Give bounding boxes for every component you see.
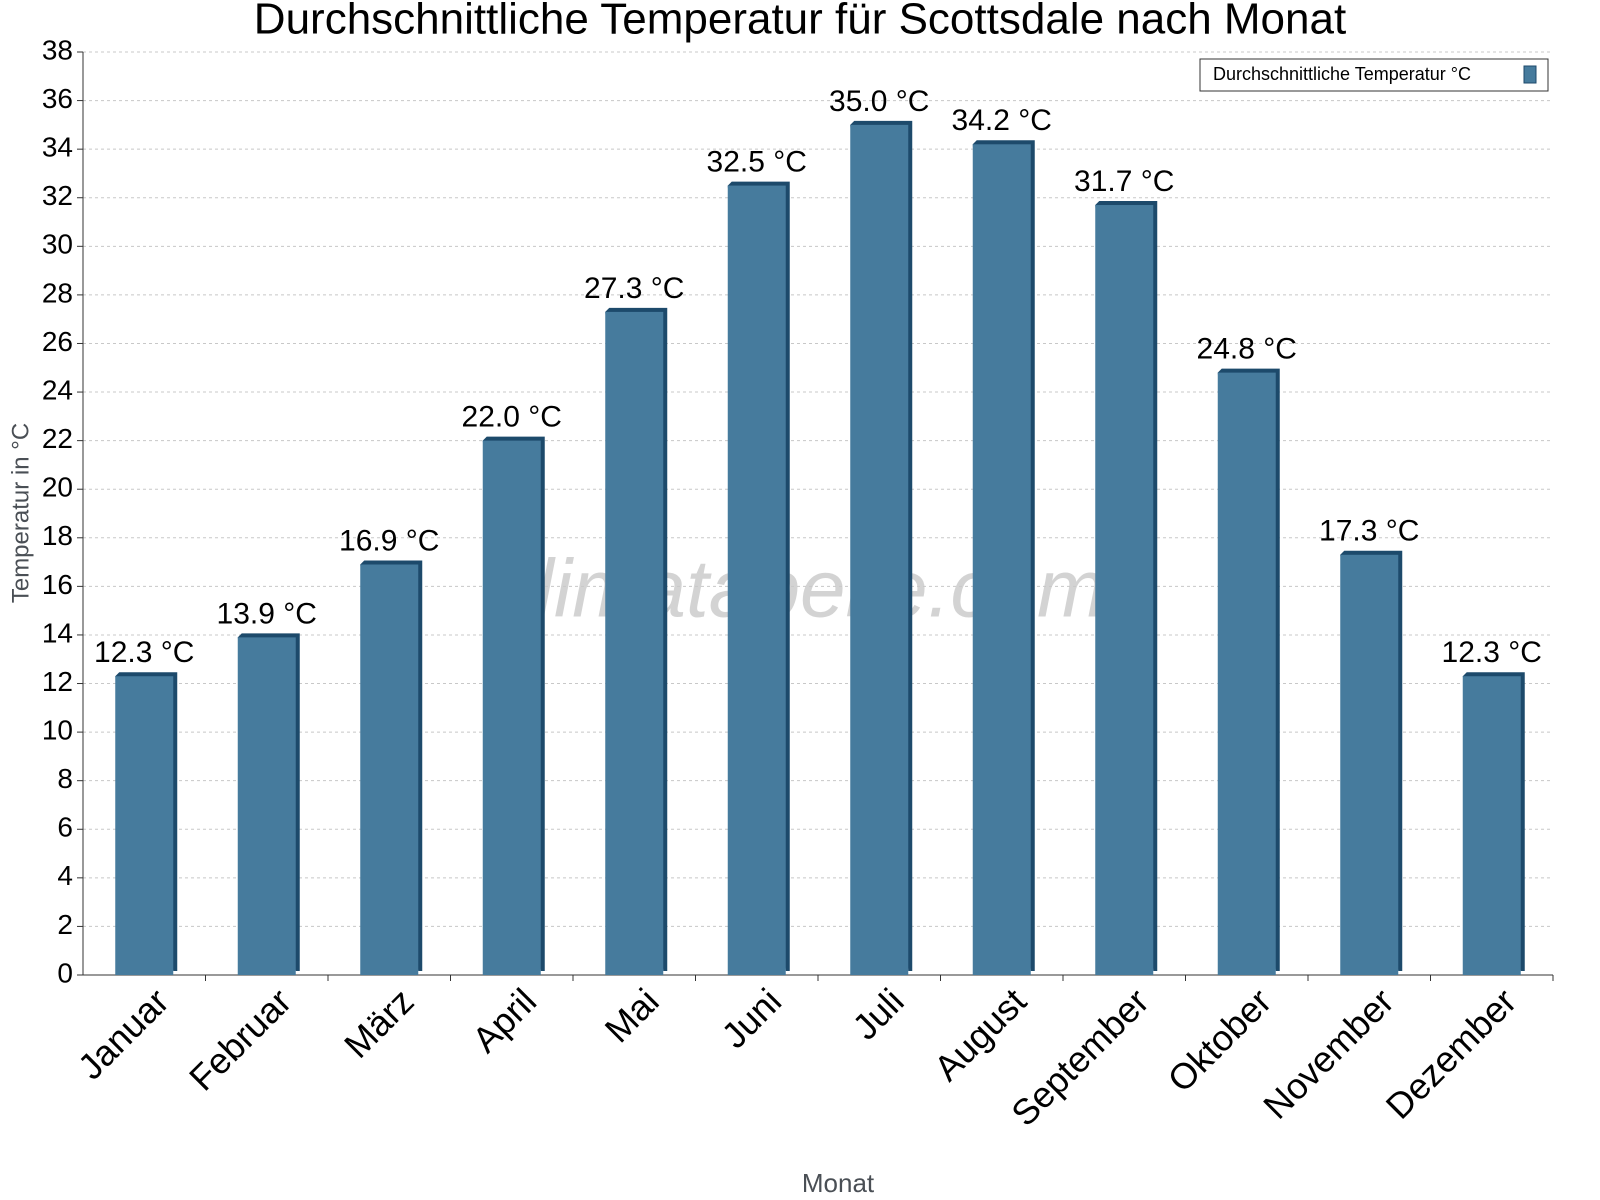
x-tick-label: Mai — [597, 980, 667, 1050]
y-tick-label: 2 — [57, 909, 73, 940]
value-label: 27.3 °C — [584, 272, 684, 305]
bar — [1462, 676, 1521, 975]
y-tick-label: 12 — [42, 666, 73, 697]
value-label: 31.7 °C — [1074, 165, 1174, 198]
y-tick-label: 14 — [42, 617, 73, 648]
chart-title: Durchschnittliche Temperatur für Scottsd… — [254, 0, 1346, 44]
bar — [115, 676, 174, 975]
y-tick-label: 22 — [42, 423, 73, 454]
bar — [237, 637, 296, 975]
y-tick-label: 8 — [57, 763, 73, 794]
value-label: 13.9 °C — [217, 597, 317, 630]
y-tick-label: 36 — [42, 83, 73, 114]
y-axis-label: Temperatur in °C — [7, 423, 34, 603]
x-tick-label: Juli — [844, 980, 911, 1047]
x-tick-label: Januar — [70, 980, 177, 1087]
x-tick-label: Oktober — [1160, 980, 1280, 1100]
x-tick-label: November — [1255, 980, 1401, 1126]
y-tick-label: 0 — [57, 957, 73, 988]
legend-swatch — [1523, 65, 1537, 84]
legend-box — [1199, 58, 1549, 92]
x-tick-label: Juni — [713, 980, 789, 1056]
y-tick-label: 16 — [42, 569, 73, 600]
value-label: 32.5 °C — [707, 146, 807, 179]
x-tick-label: März — [336, 980, 422, 1066]
y-tick-label: 30 — [42, 229, 73, 260]
bar — [727, 185, 786, 975]
value-label: 24.8 °C — [1197, 333, 1297, 366]
y-tick-label: 10 — [42, 714, 73, 745]
y-tick-label: 6 — [57, 812, 73, 843]
x-tick-label: Februar — [181, 980, 299, 1098]
bar — [1340, 554, 1399, 975]
bar — [972, 144, 1031, 976]
bar — [482, 440, 541, 975]
x-axis-label: Monat — [802, 1168, 875, 1198]
value-label: 16.9 °C — [339, 524, 439, 557]
x-tick-label: Dezember — [1378, 980, 1524, 1126]
y-tick-label: 4 — [57, 860, 73, 891]
y-tick-label: 24 — [42, 374, 73, 405]
bar — [850, 124, 909, 976]
value-label: 22.0 °C — [462, 401, 562, 434]
value-label: 12.3 °C — [1442, 636, 1542, 669]
value-label: 17.3 °C — [1319, 515, 1419, 548]
bar — [605, 311, 664, 976]
y-tick-label: 34 — [42, 132, 73, 163]
bar — [1217, 372, 1276, 975]
x-tick-label: August — [926, 980, 1034, 1088]
y-tick-label: 20 — [42, 472, 73, 503]
y-tick-label: 18 — [42, 520, 73, 551]
bar — [360, 564, 419, 975]
y-tick-label: 28 — [42, 277, 73, 308]
legend-label: Durchschnittliche Temperatur °C — [1213, 64, 1471, 84]
value-label: 34.2 °C — [952, 104, 1052, 137]
x-tick-label: April — [464, 980, 544, 1060]
y-tick-label: 26 — [42, 326, 73, 357]
y-tick-label: 38 — [42, 34, 73, 65]
bar — [1095, 205, 1154, 975]
value-label: 35.0 °C — [829, 85, 929, 118]
y-tick-label: 32 — [42, 180, 73, 211]
value-label: 12.3 °C — [94, 636, 194, 669]
